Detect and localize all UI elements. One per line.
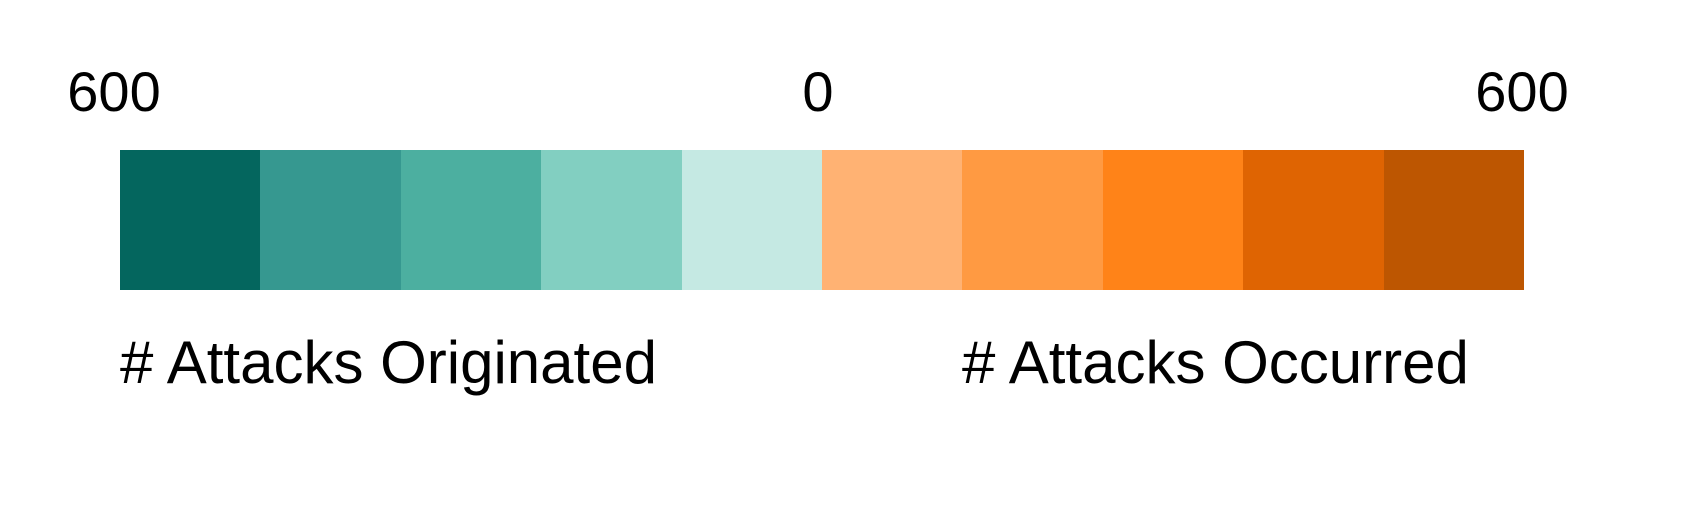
color-swatch-1	[120, 150, 261, 290]
color-swatch-8	[1102, 150, 1244, 290]
tick-label-right: 600	[1475, 60, 1569, 123]
tick-label-center: 0	[802, 60, 834, 123]
color-swatch-4	[541, 150, 682, 290]
tick-label-left: 600	[67, 60, 161, 123]
label-attacks-occurred: # Attacks Occurred	[962, 329, 1469, 396]
label-attacks-originated: # Attacks Originated	[120, 329, 657, 396]
color-swatch-3	[400, 150, 542, 290]
color-swatch-2	[260, 150, 401, 290]
color-swatch-10	[1383, 150, 1525, 290]
color-scale-bar	[120, 150, 1525, 290]
color-swatch-7	[962, 150, 1103, 290]
color-swatch-9	[1243, 150, 1384, 290]
color-swatch-5	[681, 150, 823, 290]
color-swatch-6	[822, 150, 963, 290]
